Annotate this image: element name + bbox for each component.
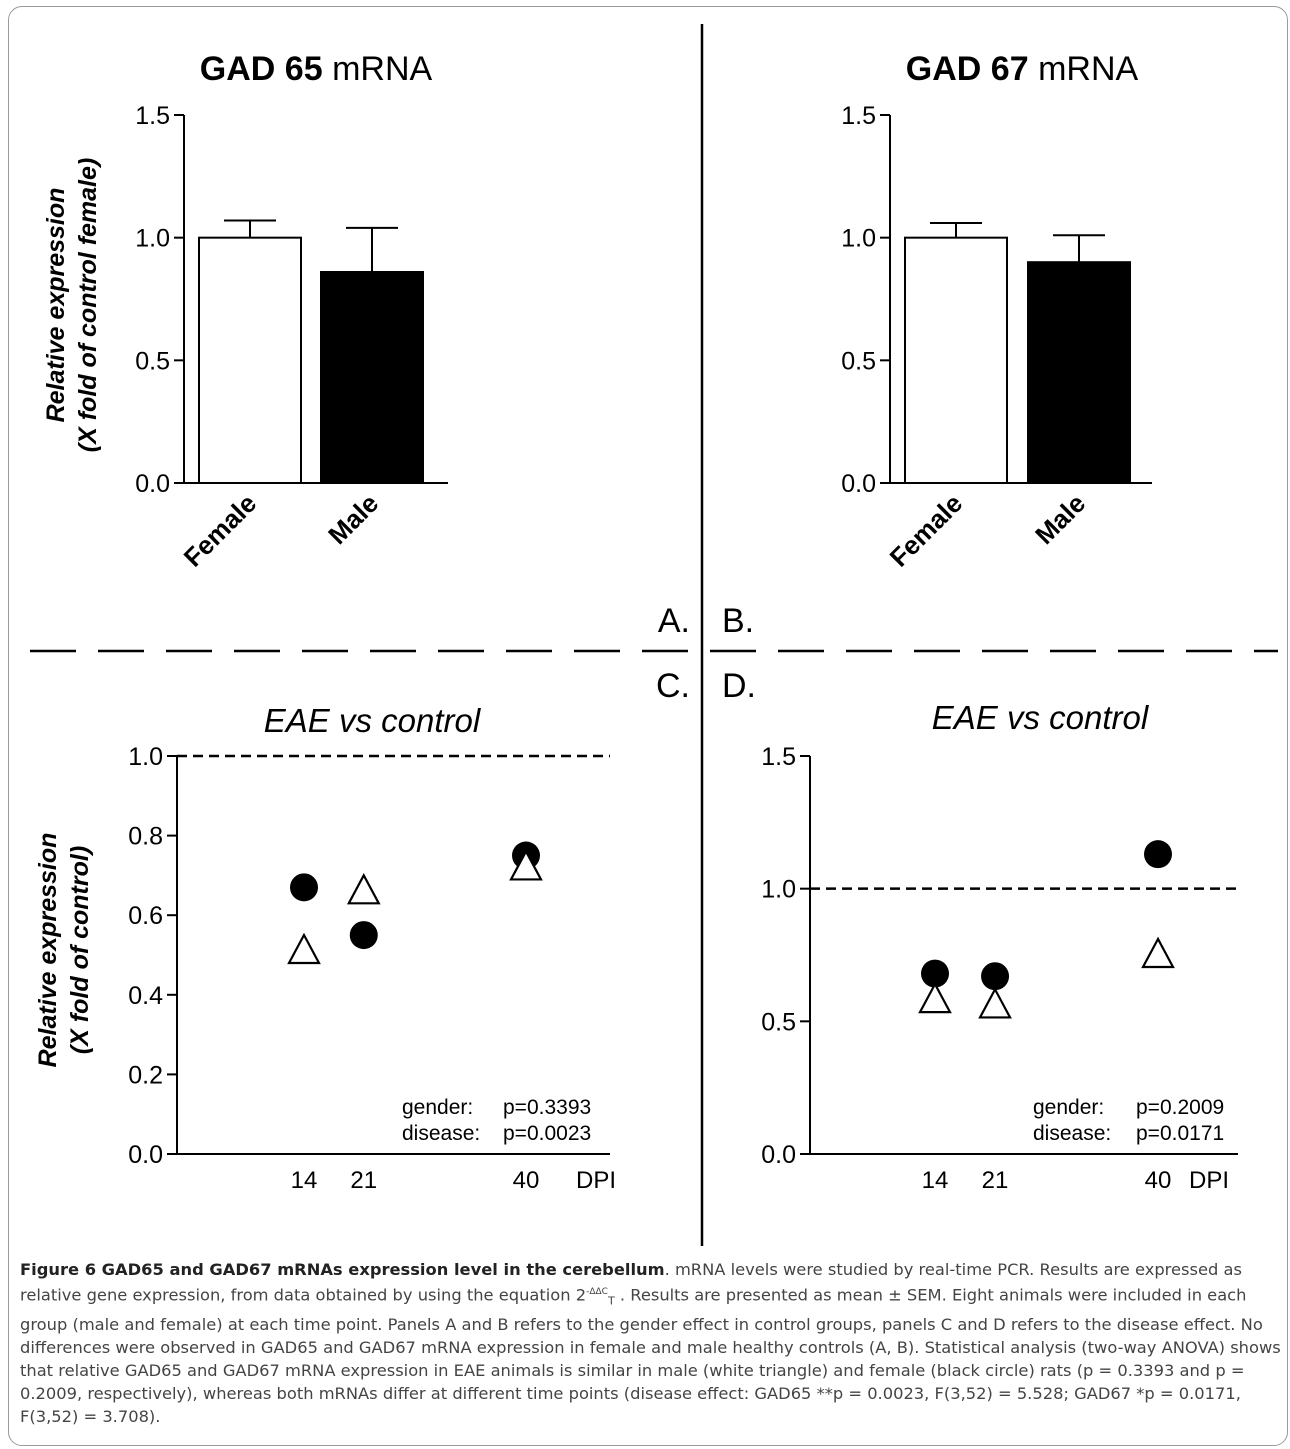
marker-circle-filled [349,921,378,950]
marker-triangle-open [509,849,543,881]
panel-d-plot: 0.0 0.5 1.0 1.5 14 21 40 DPI [761,743,1238,1194]
bar-female [904,236,1008,484]
marker-triangle-open [918,981,952,1014]
y-tick-label: 0.6 [128,902,163,930]
x-tick-label: 40 [1145,1167,1172,1194]
bar-female [198,236,302,484]
x-tick-label: Male [322,488,384,550]
figure-caption: Figure 6 GAD65 and GAD67 mRNAs expressio… [20,1258,1282,1428]
panel-c-stat-gender-value: p=0.3393 [503,1096,591,1119]
y-tick-label: 0.5 [761,1008,796,1036]
panel-d-stat-disease-label: disease: [1033,1122,1111,1145]
panel-c-stat-disease-label: disease: [402,1122,480,1145]
panel-b: GAD 67 mRNA 0.0 0.5 1.0 1.5 Female Male [841,50,1152,573]
y-tick-label: 1.0 [135,225,170,253]
x-tick-label: Male [1029,488,1091,550]
y-tick-label: 0.0 [135,470,170,498]
caption-text-1: . mRNA levels were studied by real-time … [20,1260,1242,1305]
x-tick-label: 40 [513,1167,540,1194]
panel-d-stat-disease-value: p=0.0171 [1136,1122,1224,1145]
panel-d-stat-gender-value: p=0.2009 [1136,1096,1224,1119]
panel-a: GAD 65 mRNA Relative expression (X fold … [42,50,448,573]
panel-d-stat-gender-label: gender: [1033,1096,1104,1119]
marker-triangle-open [287,932,321,965]
panel-label-c: C. [656,667,690,705]
marker-triangle-open [978,987,1012,1019]
panel-label-d: D. [722,667,756,705]
panel-label-b: B. [722,602,754,640]
x-tick-label: 21 [982,1167,1009,1194]
x-unit-label: DPI [1189,1167,1229,1194]
y-tick-label: 1.5 [761,743,796,771]
bar-male [320,271,424,484]
y-tick-label: 1.5 [841,102,876,130]
panel-c-ylabel-line2: (X fold of control) [66,846,94,1054]
x-unit-label: DPI [576,1167,616,1194]
panel-c-stat-gender-label: gender: [402,1096,473,1119]
x-tick-label: 14 [291,1167,318,1194]
caption-title: Figure 6 GAD65 and GAD67 mRNAs expressio… [20,1260,665,1279]
y-tick-label: 0.0 [761,1141,796,1169]
panel-c-title: EAE vs control [264,702,482,739]
y-tick-label: 0.0 [841,470,876,498]
marker-circle-filled [981,962,1010,991]
panel-c-stat-disease-value: p=0.0023 [503,1122,591,1145]
y-tick-label: 0.2 [128,1061,163,1089]
y-tick-label: 0.8 [128,823,163,851]
x-tick-label: Female [884,488,969,573]
panel-b-title: GAD 67 mRNA [906,50,1139,88]
marker-circle-filled [1144,840,1172,869]
figure-panels: A. B. C. D. GAD 65 mRNA Relative express… [30,24,1278,1246]
panel-b-plot: 0.0 0.5 1.0 1.5 Female Male [841,102,1152,573]
y-tick-label: 1.0 [841,225,876,253]
caption-sub: T [607,1294,615,1308]
x-tick-label: 21 [350,1167,377,1194]
x-tick-label: 14 [922,1167,949,1194]
marker-triangle-open [346,872,381,905]
y-tick-label: 0.0 [128,1141,163,1169]
bar-male [1027,261,1131,485]
panel-a-ylabel-line1: Relative expression [42,188,70,423]
y-tick-label: 1.0 [761,876,796,904]
y-tick-label: 0.5 [841,347,876,375]
y-tick-label: 0.5 [135,347,170,375]
panel-a-ylabel-line2: (X fold of control female) [74,158,102,452]
panel-a-title: GAD 65 mRNA [200,50,433,88]
panel-c: EAE vs control Relative expression (X fo… [34,702,616,1194]
y-tick-label: 0.4 [128,982,163,1010]
panel-d: EAE vs control 0.0 0.5 1.0 1.5 14 21 40 DPI gen… [761,699,1238,1194]
marker-triangle-open [1141,936,1175,969]
caption-sup: -ΔΔC [586,1287,608,1297]
panel-c-plot: 0.0 0.2 0.4 0.6 0.8 1.0 14 21 40 DPI [128,743,616,1194]
figure-frame [8,6,1288,1446]
panel-d-title: EAE vs control [932,699,1150,736]
y-tick-label: 1.5 [135,102,170,130]
panel-a-plot: 0.0 0.5 1.0 1.5 Female Male [135,102,448,573]
marker-circle-filled [921,959,949,988]
panel-c-ylabel-line1: Relative expression [34,833,62,1068]
y-tick-label: 1.0 [128,743,163,771]
x-tick-label: Female [178,488,263,573]
marker-circle-filled [290,873,318,902]
caption-text-2: . Results are presented as mean ± SEM. E… [20,1285,1281,1426]
panel-label-a: A. [658,602,690,640]
